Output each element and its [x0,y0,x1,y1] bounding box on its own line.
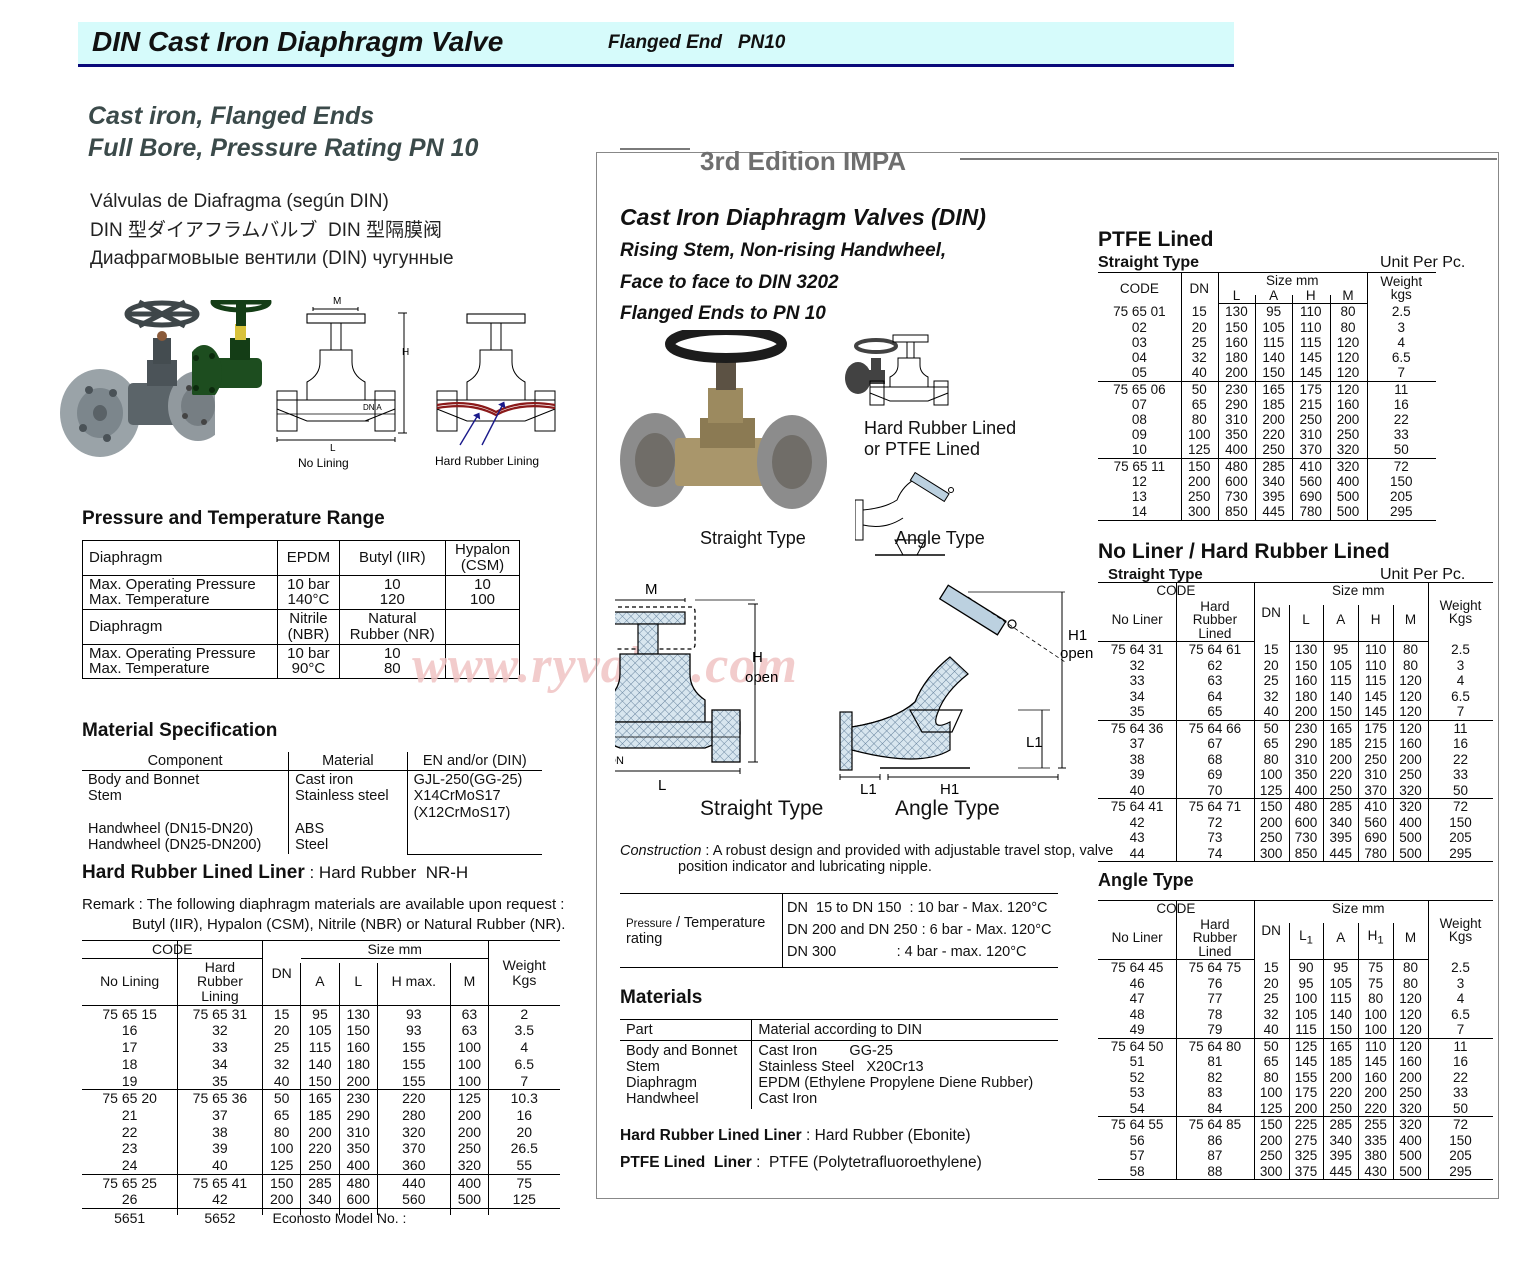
svg-text:L: L [658,777,666,794]
svg-text:M: M [333,296,341,307]
svg-text:No Lining: No Lining [298,456,349,470]
svg-text:H: H [402,347,409,358]
svg-text:L: L [330,443,336,454]
svg-text:DN: DN [615,755,624,767]
svg-text:open: open [745,669,778,686]
svg-text:H1: H1 [940,781,959,798]
svg-text:DN A: DN A [363,403,382,412]
svg-text:open: open [1060,645,1093,662]
svg-text:L1: L1 [1026,734,1043,751]
svg-text:Hard Rubber Lining: Hard Rubber Lining [435,454,539,468]
svg-text:H1: H1 [1068,627,1087,644]
svg-text:L1: L1 [860,781,877,798]
svg-text:M: M [645,582,658,598]
svg-text:H: H [752,649,763,666]
